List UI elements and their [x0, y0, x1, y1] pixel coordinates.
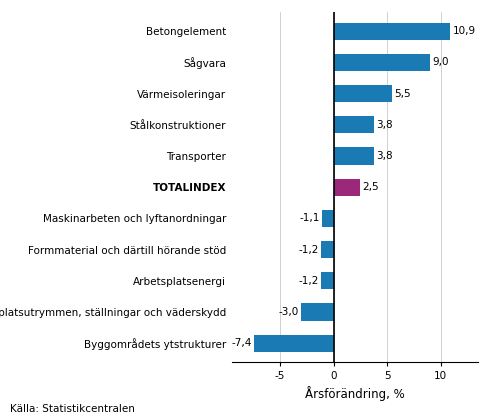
Bar	[301, 303, 334, 321]
Bar	[334, 54, 430, 71]
Bar	[320, 241, 334, 258]
Text: 3,8: 3,8	[376, 120, 393, 130]
Text: Källa: Statistikcentralen: Källa: Statistikcentralen	[10, 404, 135, 414]
Text: -1,1: -1,1	[299, 213, 319, 223]
Text: 3,8: 3,8	[376, 151, 393, 161]
Bar	[334, 147, 374, 165]
Bar	[334, 116, 374, 134]
Bar	[320, 272, 334, 290]
Bar	[322, 210, 334, 227]
X-axis label: Årsförändring, %: Årsförändring, %	[305, 386, 405, 401]
Bar	[334, 85, 392, 102]
Text: -3,0: -3,0	[279, 307, 299, 317]
Text: -1,2: -1,2	[298, 276, 318, 286]
Bar	[334, 178, 360, 196]
Text: -1,2: -1,2	[298, 245, 318, 255]
Text: 10,9: 10,9	[453, 26, 476, 36]
Bar	[254, 334, 334, 352]
Bar	[334, 22, 450, 40]
Text: -7,4: -7,4	[232, 338, 252, 348]
Text: 2,5: 2,5	[362, 182, 379, 192]
Text: 9,0: 9,0	[432, 57, 449, 67]
Text: 5,5: 5,5	[394, 89, 411, 99]
